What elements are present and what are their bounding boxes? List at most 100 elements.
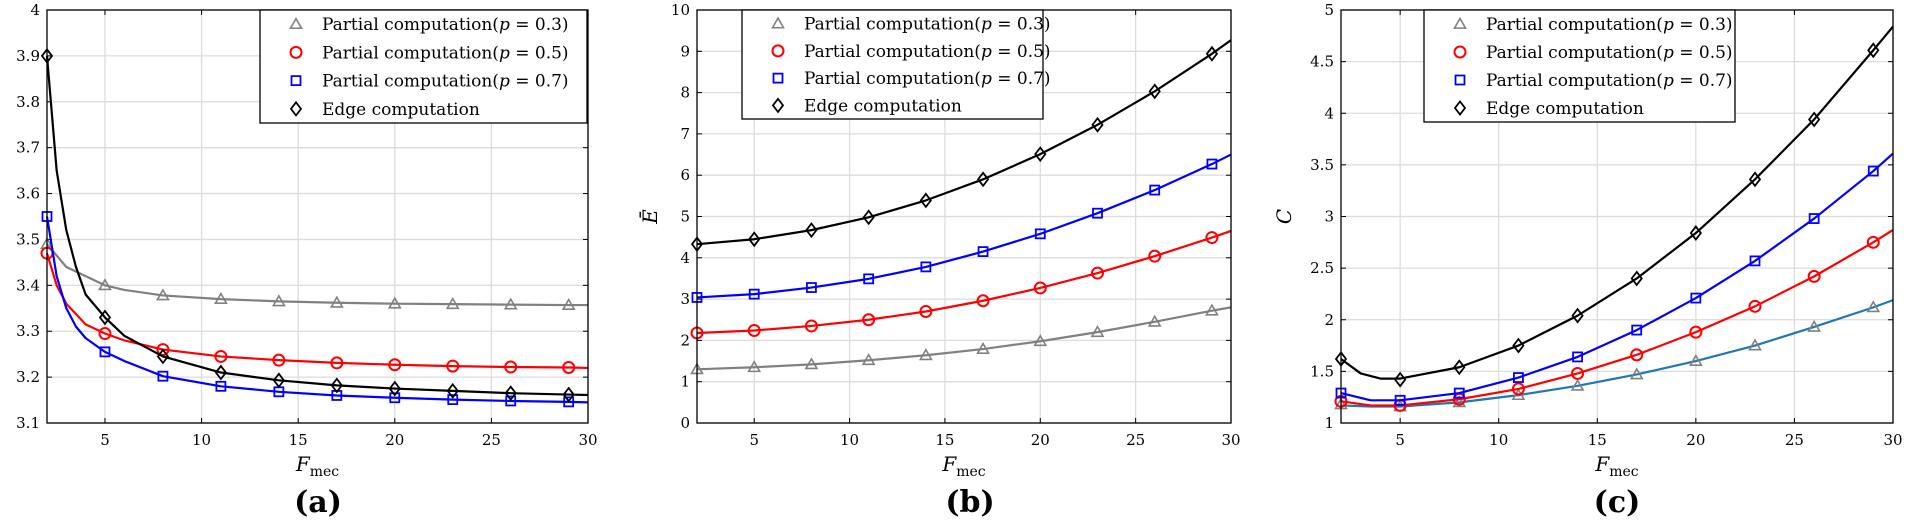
data-point-s3-6 bbox=[1631, 324, 1643, 336]
data-point-s4-6 bbox=[1630, 270, 1643, 287]
data-point-s1-10 bbox=[561, 297, 576, 310]
data-point-s3-9 bbox=[1808, 213, 1820, 224]
data-point-s3-4 bbox=[215, 380, 227, 392]
data-point-s3-4 bbox=[1513, 372, 1524, 383]
data-point-s1-7 bbox=[1688, 353, 1703, 366]
data-point-s3-8 bbox=[1092, 207, 1103, 219]
y-tick-label-7: 7 bbox=[680, 125, 690, 143]
x-tick-label-1: 10 bbox=[192, 431, 211, 449]
legend-marker-3 bbox=[1454, 74, 1466, 86]
x-tick-label-2: 15 bbox=[289, 431, 308, 449]
data-point-s1-10 bbox=[1205, 303, 1219, 316]
y-tick-label-3: 2.5 bbox=[1310, 259, 1334, 277]
data-point-s4-3 bbox=[1453, 359, 1466, 376]
data-point-s4-9 bbox=[1808, 111, 1821, 128]
data-point-s1-9 bbox=[1147, 314, 1162, 327]
y-tick-label-1: 3.2 bbox=[16, 368, 40, 386]
y-tick-label-4: 4 bbox=[680, 249, 690, 267]
data-point-s3-5 bbox=[920, 261, 932, 273]
data-point-s1-4 bbox=[861, 353, 876, 366]
series-line-1 bbox=[696, 306, 1232, 371]
x-tick-label-0: 5 bbox=[749, 431, 759, 449]
data-point-s2-6 bbox=[330, 356, 344, 370]
data-point-s4-7 bbox=[388, 380, 401, 397]
y-tick-label-8: 8 bbox=[680, 84, 690, 102]
legend-label-4: Edge computation bbox=[1486, 99, 1644, 119]
x-tick-label-0: 5 bbox=[1395, 431, 1405, 449]
y-tick-label-3: 3.4 bbox=[16, 276, 40, 294]
y-tick-label-2: 3.3 bbox=[16, 322, 40, 340]
data-point-s3-3 bbox=[806, 282, 817, 293]
data-point-s4-3 bbox=[805, 222, 818, 239]
data-point-s3-9 bbox=[1149, 184, 1161, 196]
y-tick-label-0: 3.1 bbox=[16, 414, 40, 432]
x-tick-label-1: 10 bbox=[1489, 431, 1508, 449]
y-tick-label-8: 3.9 bbox=[16, 47, 40, 65]
data-point-s1-5 bbox=[271, 294, 286, 307]
legend-label-3: Partial computation(p = 0.7) bbox=[804, 69, 1051, 89]
x-axis-label: Fmec bbox=[295, 452, 339, 480]
legend-marker-2 bbox=[771, 44, 785, 58]
legend-label-2: Partial computation(p = 0.5) bbox=[1486, 43, 1733, 63]
data-point-s2-10 bbox=[1866, 235, 1880, 249]
legend-marker-4 bbox=[771, 97, 785, 114]
data-point-s2-4 bbox=[1511, 382, 1525, 396]
data-point-s2-10 bbox=[1205, 231, 1219, 245]
data-point-s2-5 bbox=[1571, 366, 1585, 380]
y-tick-label-4: 3 bbox=[1324, 208, 1334, 226]
y-tick-label-9: 4 bbox=[30, 1, 40, 19]
data-point-s3-7 bbox=[1690, 292, 1702, 304]
data-point-s3-9 bbox=[505, 395, 517, 407]
data-point-s4-7 bbox=[1689, 225, 1702, 241]
legend-box bbox=[259, 9, 588, 124]
data-point-s1-6 bbox=[329, 295, 344, 308]
y-tick-label-4: 3.5 bbox=[16, 230, 40, 248]
data-point-s1-3 bbox=[156, 288, 170, 301]
y-tick-label-6: 6 bbox=[680, 166, 690, 184]
x-tick-label-2: 15 bbox=[935, 431, 954, 449]
data-point-s4-5 bbox=[919, 192, 932, 209]
series-line-3 bbox=[696, 153, 1232, 299]
data-point-s2-6 bbox=[1630, 348, 1644, 362]
data-point-s3-3 bbox=[1453, 387, 1465, 399]
data-point-s1-4 bbox=[214, 291, 228, 305]
data-point-s2-7 bbox=[1689, 325, 1703, 339]
legend: Partial computation(p = 0.3) Partial comp… bbox=[259, 9, 588, 124]
x-tick-label-4: 25 bbox=[1785, 431, 1804, 449]
y-tick-label-5: 3.6 bbox=[16, 185, 40, 203]
series-line-1 bbox=[46, 243, 588, 307]
panel-label: (c) bbox=[1594, 485, 1641, 520]
data-point-s1-8 bbox=[1090, 325, 1105, 338]
data-point-s3-7 bbox=[1034, 228, 1046, 240]
data-point-s4-6 bbox=[330, 377, 343, 394]
data-point-s3-10 bbox=[1867, 165, 1879, 177]
legend-marker-1 bbox=[1453, 16, 1467, 29]
x-tick-label-2: 15 bbox=[1588, 431, 1607, 449]
legend-marker-1 bbox=[771, 16, 785, 29]
legend-marker-2 bbox=[289, 45, 303, 59]
legend-marker-4 bbox=[1453, 100, 1467, 116]
x-tick-label-3: 20 bbox=[1686, 431, 1705, 449]
data-point-s1-6 bbox=[1629, 367, 1644, 380]
legend-marker-3 bbox=[290, 75, 302, 87]
data-point-s3-8 bbox=[1749, 255, 1761, 267]
y-tick-label-1: 1 bbox=[680, 373, 690, 391]
data-point-s4-2 bbox=[98, 309, 112, 326]
legend-marker-3 bbox=[772, 72, 784, 84]
data-point-s2-5 bbox=[272, 353, 286, 367]
data-point-s2-9 bbox=[1148, 249, 1162, 263]
data-point-s4-10 bbox=[1867, 42, 1880, 59]
data-point-s3-2 bbox=[99, 346, 111, 358]
y-tick-label-0: 1 bbox=[1324, 414, 1334, 432]
y-tick-label-0: 0 bbox=[680, 414, 690, 432]
data-point-s3-7 bbox=[389, 392, 401, 404]
data-point-s4-4 bbox=[1512, 337, 1525, 354]
data-point-s3-2 bbox=[748, 288, 760, 300]
legend-label-1: Partial computation(p = 0.3) bbox=[1486, 15, 1733, 35]
legend-label-2: Partial computation(p = 0.5) bbox=[804, 42, 1051, 62]
data-point-s1-2 bbox=[98, 278, 112, 291]
series-line-2 bbox=[45, 252, 589, 370]
data-point-s2-6 bbox=[976, 294, 990, 308]
data-point-s1-5 bbox=[1570, 378, 1585, 391]
